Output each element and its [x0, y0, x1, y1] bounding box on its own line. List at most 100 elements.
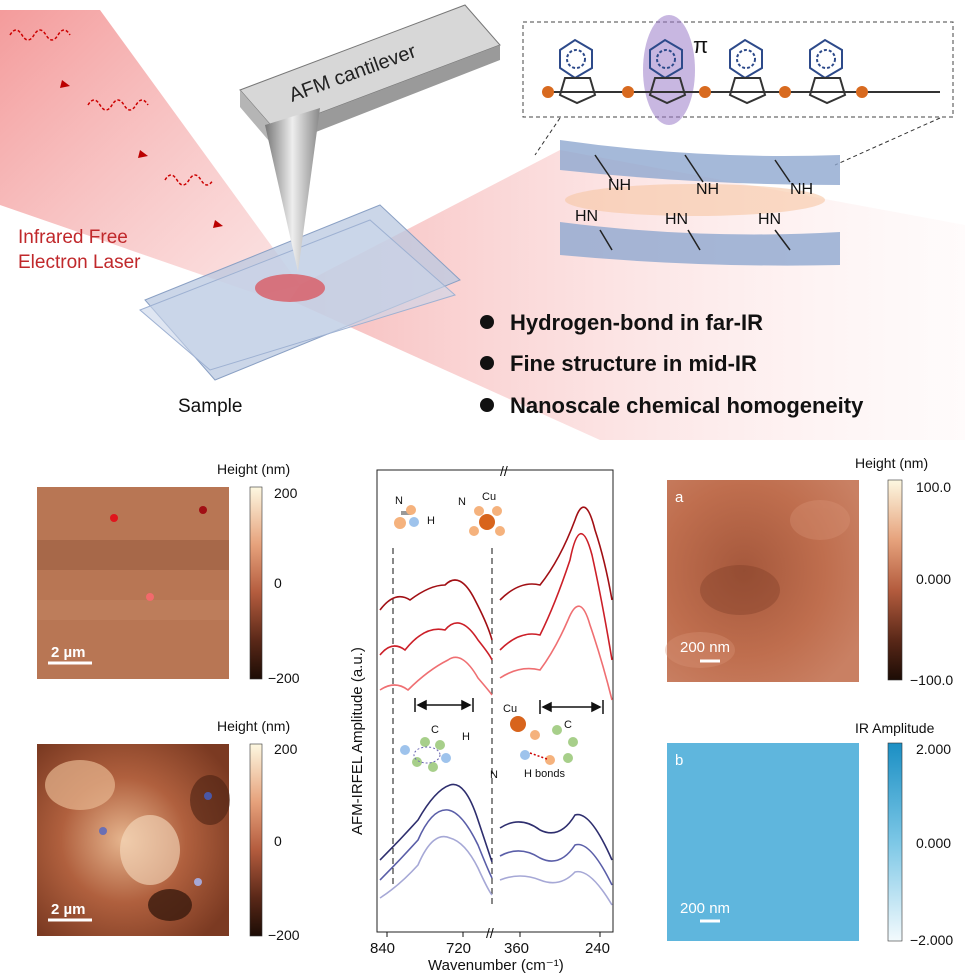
spectrum-xlabel: Wavenumber (cm⁻¹) [428, 957, 564, 974]
hn-label-1: HN [575, 208, 598, 225]
spectrum-ylabel: AFM-IRFEL Amplitude (a.u.) [349, 647, 366, 835]
spectrum-xticks [386, 932, 601, 937]
hn-label-2: HN [665, 211, 688, 228]
map-a-tick-top: 100.0 [916, 479, 951, 495]
spectrum-red-2-right [499, 532, 613, 661]
height-map-2-texture [45, 760, 230, 921]
panel-a-label: a [675, 489, 684, 506]
spectrum-frame [376, 469, 614, 933]
bullet-2: Fine structure in mid-IR [510, 351, 757, 376]
spectrum-blue-1-left [379, 783, 493, 863]
spectrum-xtick-labels: 840 720 360 240 [370, 940, 610, 957]
chain-nodes [542, 86, 868, 98]
spectra [379, 506, 613, 906]
map2-point-2 [99, 827, 107, 835]
map1-colorbar-ticks: 200 0 −200 [268, 485, 300, 686]
mol-label-h1: H [427, 515, 435, 527]
bullet-list: Hydrogen-bond in far-IR Fine structure i… [480, 310, 864, 418]
sample-label: Sample [178, 396, 242, 417]
ir-map-b [667, 743, 859, 941]
spectrum-blue-3-right [499, 870, 613, 906]
zoom-line-right [834, 117, 941, 166]
spectrum-break-top: // [500, 463, 508, 479]
afm-cantilever [239, 4, 501, 272]
mol-icon-nh [394, 505, 419, 529]
map1-point-1 [110, 514, 118, 522]
layer-sheets [560, 140, 840, 266]
pi-symbol: π [693, 33, 708, 58]
mol-label-c4: C [564, 719, 572, 731]
nh-label-1: NH [608, 177, 631, 194]
map2-colorbar [249, 743, 263, 937]
map2-colorbar-ticks: 200 0 −200 [268, 741, 300, 943]
height-map-a-texture [665, 500, 850, 668]
laser-label-line2: Electron Laser [18, 252, 141, 273]
bullet-1: Hydrogen-bond in far-IR [510, 310, 763, 335]
map2-tick-bottom: −200 [268, 927, 300, 943]
map-a-colorbar-ticks: 100.0 0.000 −100.0 [910, 479, 953, 688]
spectrum-red-2-left [379, 622, 493, 661]
map2-point-1 [204, 792, 212, 800]
height-map-1 [37, 487, 229, 679]
map-b-scalebar-label: 200 nm [680, 900, 730, 917]
photon-waves [9, 29, 214, 186]
map-b-colorbar [887, 742, 903, 942]
map1-tick-top: 200 [274, 485, 298, 501]
map2-tick-mid: 0 [274, 833, 282, 849]
map1-colorbar-title: Height (nm) [217, 461, 290, 477]
laser-label-line1: Infrared Free [18, 227, 128, 248]
map2-colorbar-title: Height (nm) [217, 718, 290, 734]
incident-laser-beam [0, 10, 300, 295]
polymer-chain [548, 38, 940, 105]
mol-label-n1: N [395, 495, 403, 507]
mol-label-cu4: Cu [503, 703, 517, 715]
mol-label-hbonds: H bonds [524, 768, 565, 780]
mol-labels: N H N Cu C H Cu C N H bonds [395, 491, 572, 781]
map-a-scalebar-label: 200 nm [680, 639, 730, 656]
map-b-tick-mid: 0.000 [916, 835, 951, 851]
map-b-colorbar-title: IR Amplitude [855, 720, 935, 736]
spectrum-blue-2-right [499, 843, 613, 886]
laser-spot [255, 274, 325, 302]
panel-b-label: b [675, 752, 683, 769]
height-map-1-texture [37, 540, 229, 620]
bullet-3: Nanoscale chemical homogeneity [510, 393, 864, 418]
mol-label-c3: C [431, 724, 439, 736]
spectrum-red-1-left [379, 579, 493, 641]
nh-label-3: NH [790, 181, 813, 198]
map-a-colorbar [887, 479, 903, 681]
map1-point-3 [146, 593, 154, 601]
spectrum-red-3-right [499, 605, 613, 701]
spectrum-break-bottom: // [486, 925, 494, 941]
map1-colorbar [249, 486, 263, 680]
height-map-a [667, 480, 859, 682]
photon-arrowheads [60, 80, 223, 228]
map-b-tick-top: 2.000 [916, 741, 951, 757]
pi-highlight [643, 15, 695, 125]
zoom-line-left [534, 117, 561, 156]
map1-point-2 [199, 506, 207, 514]
map1-tick-bottom: −200 [268, 670, 300, 686]
hn-label-3: HN [758, 211, 781, 228]
mol-label-h3: H [462, 731, 470, 743]
scattered-laser-beam [290, 150, 965, 440]
xtick-360: 360 [504, 940, 529, 957]
nh-label-2: NH [696, 181, 719, 198]
xtick-240: 240 [585, 940, 610, 957]
mol-label-cu2: Cu [482, 491, 496, 503]
spectrum-blue-2-left [379, 809, 493, 881]
mol-icon-ring [400, 737, 451, 772]
map-b-tick-bottom: −2.000 [910, 932, 953, 948]
spectrum-blue-3-left [379, 835, 493, 899]
hbond-labels: NH HN NH HN NH HN [575, 177, 813, 228]
map2-point-3 [194, 878, 202, 886]
map1-scalebar-label: 2 µm [51, 644, 86, 661]
range-arrows [414, 698, 604, 714]
map2-tick-top: 200 [274, 741, 298, 757]
map-b-colorbar-ticks: 2.000 0.000 −2.000 [910, 741, 953, 948]
spectrum-red-3-left [379, 656, 493, 696]
spectrum-red-1-right [499, 506, 613, 601]
xtick-840: 840 [370, 940, 395, 957]
mol-icon-cu-ring [510, 716, 578, 765]
